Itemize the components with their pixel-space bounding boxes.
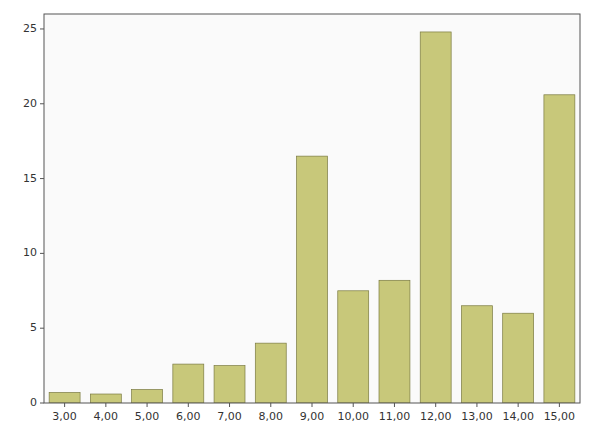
chart-container: 0 5 10 15 20 25 3,00 4,00 5,00 6,00 7,00 8,00 9,00 10… [0,0,592,437]
bar [297,156,328,403]
x-tick-label: 7,00 [217,410,242,423]
bar [90,394,121,403]
x-tick [559,403,560,407]
y-tick [40,253,44,254]
y-tick-label: 10 [23,246,37,259]
x-tick-label: 11,00 [379,410,411,423]
x-tick [188,403,189,407]
x-tick-label: 4,00 [94,410,119,423]
x-tick-label: 8,00 [259,410,284,423]
bar [544,95,575,403]
bar [132,390,163,403]
x-tick [435,403,436,407]
bar [173,364,204,403]
x-tick-label: 12,00 [420,410,452,423]
y-tick [40,328,44,329]
y-tick-label: 15 [23,172,37,185]
x-tick [518,403,519,407]
x-tick-label: 3,00 [52,410,77,423]
y-tick [40,403,44,404]
x-tick [394,403,395,407]
bar [503,313,534,403]
bar [255,343,286,403]
bar [379,280,410,403]
x-tick-label: 9,00 [300,410,325,423]
x-tick [105,403,106,407]
y-tick-label: 25 [23,22,37,35]
y-tick-label: 5 [30,321,37,334]
bars [49,32,575,403]
bar [214,366,245,403]
bar [461,306,492,403]
y-tick [40,103,44,104]
chart: 0 5 10 15 20 25 3,00 4,00 5,00 6,00 7,00 8,00 9,00 10… [0,0,592,437]
x-tick [270,403,271,407]
plot-frame [44,14,580,403]
x-tick [312,403,313,407]
x-tick-label: 15,00 [544,410,576,423]
y-tick [40,178,44,179]
bar [420,32,451,403]
x-tick-label: 13,00 [461,410,493,423]
x-tick [64,403,65,407]
x-tick [353,403,354,407]
bar [338,291,369,403]
y-tick [40,28,44,29]
x-tick-label: 10,00 [337,410,369,423]
x-tick-label: 6,00 [176,410,201,423]
y-tick-label: 0 [30,396,37,409]
x-tick [229,403,230,407]
bar [49,393,80,403]
plot-area [44,14,580,403]
x-tick [476,403,477,407]
x-tick-label: 14,00 [502,410,534,423]
y-tick-label: 20 [23,97,37,110]
x-tick [147,403,148,407]
x-tick-label: 5,00 [135,410,160,423]
